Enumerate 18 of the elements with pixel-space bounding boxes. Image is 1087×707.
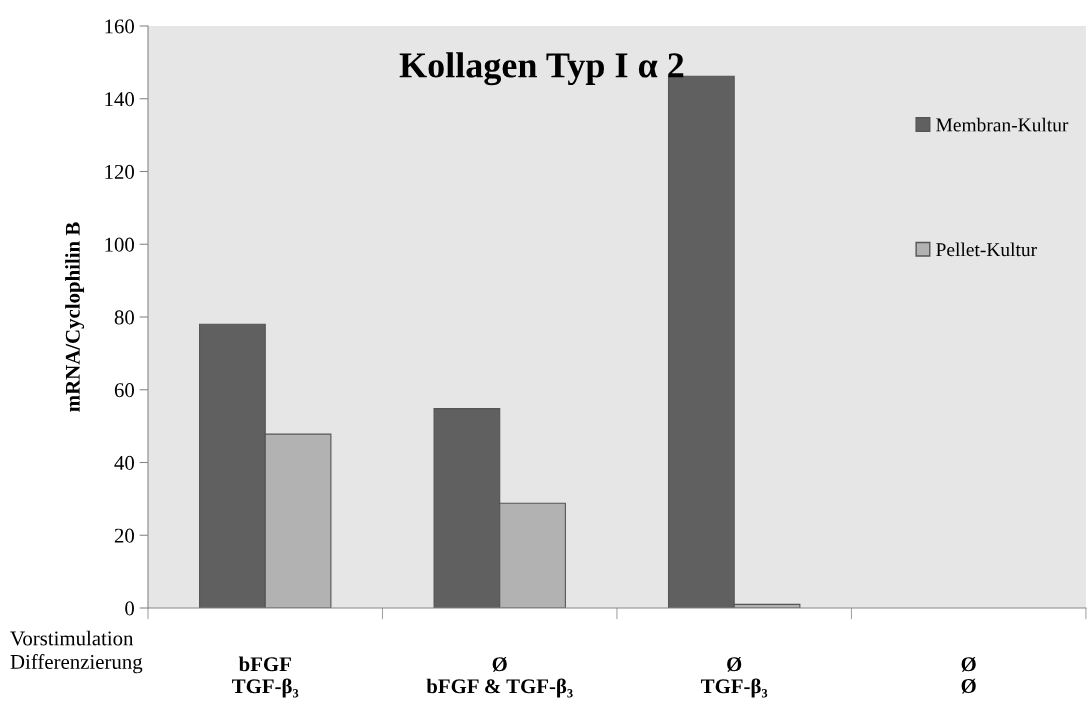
y-tick-label: 120 — [105, 164, 135, 179]
x-tick-label: bFGF TGF-β₃ — [232, 656, 299, 698]
y-tick-label: 0 — [125, 601, 135, 616]
text: Kollagen Typ I α 2 — [399, 52, 684, 86]
y-axis-title: mRNA/Cyclophilin B — [65, 222, 85, 412]
y-tick-label: 80 — [114, 310, 135, 325]
y-tick-label: 40 — [114, 455, 135, 470]
y-tick-label: 20 — [114, 528, 135, 543]
y-tick-label: 160 — [105, 19, 135, 34]
text: Vorstimulation Differenzierung — [10, 630, 143, 674]
legend-label: Membran-Kultur — [936, 117, 1069, 132]
x-tick-label: Ø bFGF & TGF-β₃ — [426, 656, 573, 698]
y-tick-label: 100 — [105, 237, 135, 252]
x-tick-label: Ø Ø — [961, 656, 976, 694]
x-tick-label: Ø TGF-β₃ — [701, 656, 768, 698]
legend-label: Pellet-Kultur — [936, 242, 1037, 257]
y-tick-label: 140 — [105, 92, 135, 107]
y-tick-label: 60 — [114, 383, 135, 398]
